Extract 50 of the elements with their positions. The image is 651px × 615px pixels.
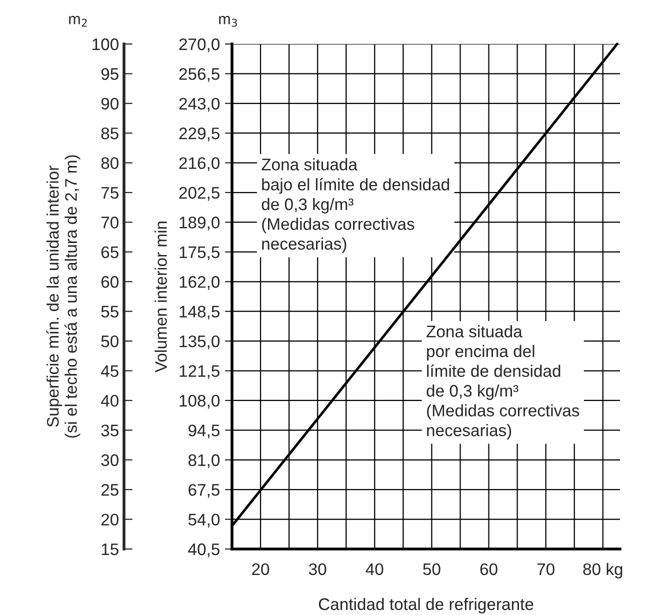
y-tick-label: 243,0 xyxy=(179,98,220,112)
y-tick-label: 135,0 xyxy=(180,335,220,350)
y2-tick-label: 35 xyxy=(101,424,118,436)
y-tick-label: 270,0 xyxy=(179,38,220,52)
y2-tick-label: 70 xyxy=(101,216,118,228)
y2-tick-label: 75 xyxy=(101,187,118,199)
y-tick-label: 189,0 xyxy=(180,216,220,230)
y-tick-label: 162,0 xyxy=(180,276,220,290)
y-tick-label: 256,5 xyxy=(179,68,220,82)
annotation: Zona situada por encima del límite de densidad de 0,3 kg/m³ (Medidas correctivas necesarias) xyxy=(426,325,580,440)
x-tick-label: 70 xyxy=(537,563,554,576)
y2-tick-label: 90 xyxy=(101,98,118,110)
y-tick-label: 94,5 xyxy=(188,424,220,438)
y2-tick-label: 100 xyxy=(92,38,118,50)
x-tick-label: 80 kg xyxy=(583,562,622,578)
x-tick-label: 60 xyxy=(480,563,498,576)
x-axis-title: Cantidad total de refrigerante xyxy=(318,598,534,614)
y-tick-label: 175,5 xyxy=(180,246,220,260)
text: m$_{2}$ xyxy=(69,16,87,27)
x-tick-label: 20 xyxy=(252,563,270,576)
y2-tick-label: 95 xyxy=(101,68,118,80)
y-tick-label: 229,5 xyxy=(179,128,220,142)
y2-axis-title: Superficie mín. de la unidad interior (si el techo está a una altura de 2,7 m) xyxy=(46,155,80,438)
x-tick-label: 30 xyxy=(308,563,326,576)
y-tick-label: 202,5 xyxy=(179,186,220,201)
y2-tick-label: 20 xyxy=(101,514,118,526)
y2-tick-label: 80 xyxy=(101,157,118,170)
y2-tick-label: 45 xyxy=(100,365,118,377)
annotation: Zona situada bajo el límite de densidad de 0,3 kg/m³ (Medidas correctivas necesarias) xyxy=(262,158,450,254)
y2-tick-label: 15 xyxy=(102,544,118,556)
y-tick-label: 81,0 xyxy=(188,454,220,468)
y2-tick-label: 40 xyxy=(100,394,118,407)
y-tick-label: 54,0 xyxy=(188,514,220,528)
y-tick-label: 67,5 xyxy=(188,484,220,498)
y-tick-label: 108,0 xyxy=(180,394,220,409)
x-tick-label: 50 xyxy=(423,563,440,576)
y2-tick-label: 30 xyxy=(101,454,118,466)
y-tick-label: 40,5 xyxy=(188,543,220,558)
y2-tick-label: 60 xyxy=(101,276,118,288)
y-tick-label: 121,5 xyxy=(180,365,220,379)
y2-tick-label: 55 xyxy=(101,306,118,318)
text: m$_{3}$ xyxy=(219,16,237,27)
x-tick-label: 40 xyxy=(366,563,384,576)
y2-tick-label: 65 xyxy=(101,246,118,258)
y-tick-label: 148,5 xyxy=(180,306,220,320)
y-axis-title: Volumen interior min xyxy=(154,222,167,372)
y2-tick-label: 25 xyxy=(101,484,118,496)
y-tick-label: 216,0 xyxy=(179,157,220,171)
y2-tick-label: 50 xyxy=(101,335,118,348)
y2-tick-label: 85 xyxy=(101,128,118,140)
